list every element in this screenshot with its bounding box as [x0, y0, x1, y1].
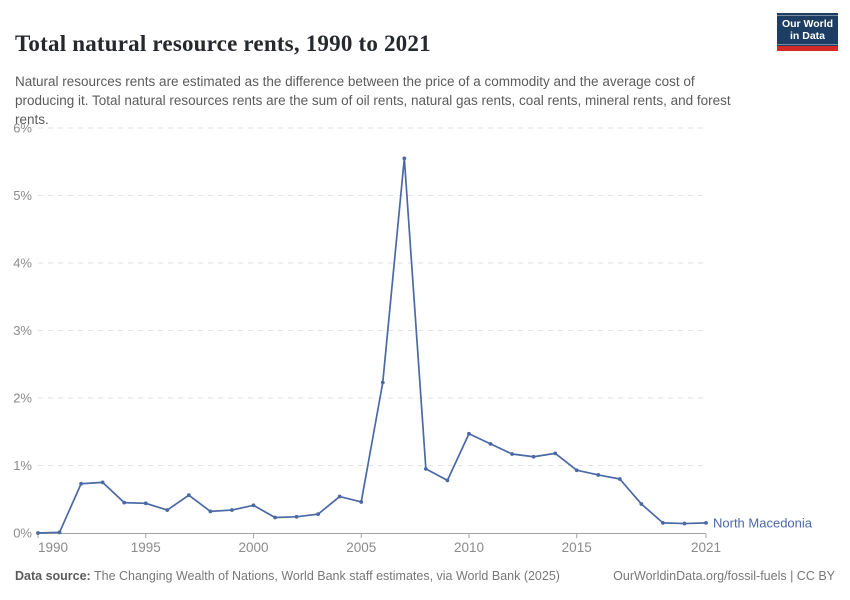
x-tick-label: 1990 — [38, 540, 68, 555]
y-tick-label: 5% — [13, 188, 32, 203]
data-point — [337, 494, 342, 499]
owid-url-license-link[interactable]: OurWorldinData.org/fossil-fuels | CC BY — [613, 569, 835, 583]
data-source-text: The Changing Wealth of Nations, World Ba… — [90, 569, 560, 583]
chart-footer: Data source: The Changing Wealth of Nati… — [15, 568, 835, 584]
page-title: Total natural resource rents, 1990 to 20… — [15, 31, 431, 57]
data-point — [79, 481, 83, 486]
x-tick-label: 2005 — [346, 540, 376, 555]
owid-logo-text: Our World in Data — [775, 14, 840, 45]
y-tick-label: 3% — [13, 323, 32, 338]
data-point — [704, 520, 708, 525]
data-point — [380, 380, 385, 385]
y-tick-label: 4% — [13, 256, 32, 271]
data-point — [122, 500, 127, 505]
data-point — [359, 500, 364, 504]
data-point — [251, 503, 256, 508]
data-point — [596, 473, 601, 477]
chart-area: 0% 1% 2% 3% 4% 5% 6% 1990 1995 2000 2005 2010 2015 20… — [0, 110, 850, 570]
chart-subtitle: Natural resources rents are estimated as… — [15, 73, 731, 127]
data-point — [553, 451, 558, 456]
data-point — [510, 452, 514, 456]
data-point — [445, 478, 450, 483]
data-line — [37, 157, 707, 534]
data-point — [467, 431, 471, 436]
chart-canvas: 0% 1% 2% 3% 4% 5% 6% 1990 1995 2000 2005 2010 2015 20… — [13, 121, 813, 556]
data-point — [273, 515, 277, 520]
series-end-label[interactable]: North Macedonia — [713, 515, 813, 530]
x-tick-label: 2010 — [454, 540, 484, 555]
owid-logo-line2: in Data — [790, 29, 826, 42]
data-point — [402, 156, 407, 161]
data-point — [316, 512, 321, 516]
x-tick-label: 1995 — [131, 540, 161, 555]
data-point — [531, 454, 536, 459]
x-tick-label: 2000 — [238, 540, 268, 555]
data-point — [682, 521, 687, 526]
data-source-label: Data source: — [15, 569, 91, 583]
data-source-note: Data source: The Changing Wealth of Nati… — [15, 568, 560, 584]
data-point — [294, 514, 299, 519]
data-point — [488, 442, 493, 446]
y-tick-label: 0% — [13, 526, 32, 541]
data-point — [230, 508, 234, 512]
y-tick-label: 1% — [13, 458, 32, 473]
data-point — [574, 468, 579, 473]
y-tick-label: 2% — [13, 391, 32, 406]
owid-logo[interactable]: Our World in Data — [775, 13, 840, 51]
y-tick-label: 6% — [13, 121, 32, 136]
data-point — [57, 530, 62, 535]
data-point — [208, 509, 213, 514]
data-point — [36, 531, 40, 535]
data-point — [100, 480, 105, 485]
owid-logo-line1: Our World — [781, 17, 834, 30]
data-point — [186, 493, 191, 498]
data-point — [423, 466, 428, 471]
data-point — [165, 508, 170, 512]
x-tick-label: 2021 — [691, 540, 721, 555]
data-point — [143, 501, 148, 506]
data-point — [617, 477, 622, 481]
data-point — [639, 502, 644, 506]
data-point — [661, 520, 665, 525]
x-tick-label: 2015 — [562, 540, 592, 555]
